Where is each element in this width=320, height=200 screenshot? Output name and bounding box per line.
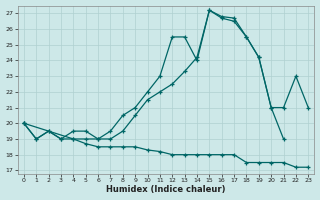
X-axis label: Humidex (Indice chaleur): Humidex (Indice chaleur): [106, 185, 226, 194]
